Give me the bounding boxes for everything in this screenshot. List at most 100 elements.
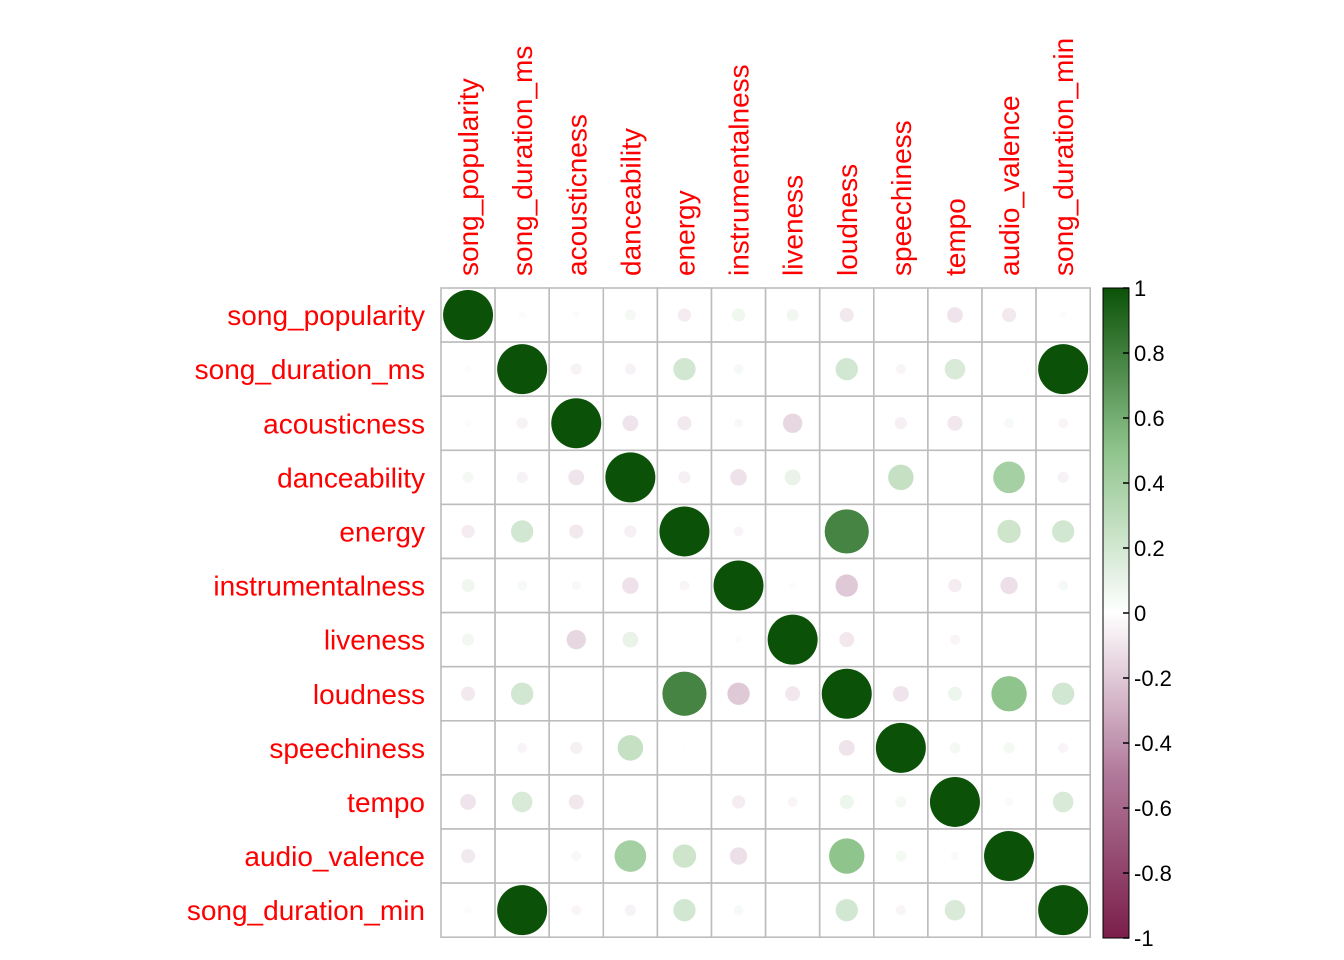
colorbar-tick-label: -0.8 <box>1134 861 1172 886</box>
row-labels: song_popularity song_duration_ms acousticn… <box>187 300 425 926</box>
matrix-cell <box>656 611 713 668</box>
correlation-circle <box>888 464 914 491</box>
correlation-circle <box>949 634 960 645</box>
correlation-circle <box>510 520 534 543</box>
correlation-circle <box>517 742 528 753</box>
correlation-circle <box>997 519 1021 544</box>
correlation-circle <box>789 582 797 590</box>
correlation-circle <box>465 745 471 751</box>
correlation-circle <box>568 794 584 810</box>
correlation-circle <box>824 509 869 554</box>
correlation-circle <box>947 686 963 701</box>
column-label: tempo <box>940 198 971 276</box>
correlation-circle <box>821 668 872 719</box>
column-label: acousticness <box>561 114 592 276</box>
colorbar-tick-label: -0.2 <box>1134 666 1172 691</box>
matrix-cell <box>981 882 1037 938</box>
correlation-circle <box>511 791 533 813</box>
correlation-circle <box>462 471 474 483</box>
correlation-circle <box>517 580 528 591</box>
matrix-cell <box>927 449 983 506</box>
correlation-circle <box>460 686 476 701</box>
correlation-circle <box>1058 742 1069 753</box>
column-label: song_duration_ms <box>507 46 538 276</box>
correlation-circle <box>1051 682 1075 705</box>
correlation-circle <box>1052 791 1074 813</box>
correlation-circle <box>614 840 647 872</box>
column-label: liveness <box>778 175 809 276</box>
correlation-circle <box>510 682 534 705</box>
row-label: song_popularity <box>227 300 425 331</box>
matrix-cell <box>818 449 875 506</box>
column-label: speechiness <box>886 120 917 276</box>
correlation-circle <box>892 685 909 702</box>
column-label: danceability <box>615 128 646 276</box>
matrix-cell <box>764 503 821 560</box>
column-label: song_popularity <box>453 78 484 276</box>
correlation-circle <box>622 415 639 432</box>
matrix-cell <box>927 341 983 398</box>
correlation-circle <box>731 795 746 809</box>
correlation-circle <box>835 574 858 597</box>
colorbar-tick-label: 0.2 <box>1134 536 1165 561</box>
correlation-circle <box>735 636 743 644</box>
correlation-circle <box>731 308 746 322</box>
correlation-circle <box>1001 307 1017 323</box>
colorbar-tick-label: -0.4 <box>1134 731 1172 756</box>
correlation-circle <box>624 525 637 538</box>
correlation-circle <box>443 290 494 341</box>
matrix-cell <box>494 611 551 668</box>
column-label: song_duration_min <box>1048 38 1079 276</box>
correlation-circle <box>551 398 602 449</box>
row-label: energy <box>339 516 425 547</box>
correlation-circle <box>993 461 1025 494</box>
correlation-circle <box>681 799 687 805</box>
correlation-circle <box>624 363 636 375</box>
correlation-circle <box>952 528 958 534</box>
colorbar-tick-label: 0 <box>1134 601 1146 626</box>
correlation-circle <box>1038 885 1089 936</box>
correlation-circle <box>617 735 644 761</box>
correlation-circle <box>571 851 582 862</box>
correlation-circle <box>659 506 710 557</box>
matrix-cell <box>1035 611 1091 668</box>
correlation-circle <box>949 742 961 754</box>
correlation-circle <box>950 851 960 861</box>
correlation-circle <box>1057 471 1069 483</box>
correlation-circle <box>1058 580 1069 591</box>
row-label: song_duration_min <box>187 895 425 926</box>
row-label: speechiness <box>269 733 425 764</box>
correlation-circle <box>1059 311 1067 319</box>
correlation-circle <box>681 745 687 751</box>
correlation-circle <box>622 631 639 648</box>
correlation-circle <box>569 524 584 539</box>
correlation-circle <box>662 671 707 716</box>
matrix-cell <box>981 341 1037 398</box>
matrix-cell <box>818 287 875 343</box>
correlation-circle <box>787 796 798 807</box>
matrix-cell <box>602 774 659 830</box>
correlation-circle <box>461 524 475 539</box>
correlation-circle <box>568 469 585 486</box>
correlation-circle <box>1000 576 1018 595</box>
correlation-circle <box>518 311 526 319</box>
matrix-cell <box>764 828 821 884</box>
correlation-circle <box>1004 418 1015 429</box>
colorbar-tick-label: 0.4 <box>1134 471 1165 496</box>
correlation-circle <box>461 633 475 646</box>
correlation-circle <box>947 415 963 431</box>
correlation-circle <box>624 309 636 321</box>
correlation-circle <box>839 794 854 810</box>
correlation-circle <box>464 906 472 914</box>
correlation-circle <box>875 722 926 773</box>
column-labels: song_popularity song_duration_ms acousticn… <box>453 38 1079 276</box>
correlation-circle <box>733 526 744 537</box>
correlation-circle <box>566 629 586 650</box>
correlation-circle <box>784 469 801 486</box>
correlation-circle <box>947 307 963 323</box>
color-legend: 1 0.8 0.6 0.4 0.2 0 -0.2 -0.4 -0.6 -0.8 -1 <box>1102 276 1172 951</box>
correlation-circle <box>678 471 691 484</box>
column-label: loudness <box>832 164 863 276</box>
correlation-circle <box>605 452 656 503</box>
